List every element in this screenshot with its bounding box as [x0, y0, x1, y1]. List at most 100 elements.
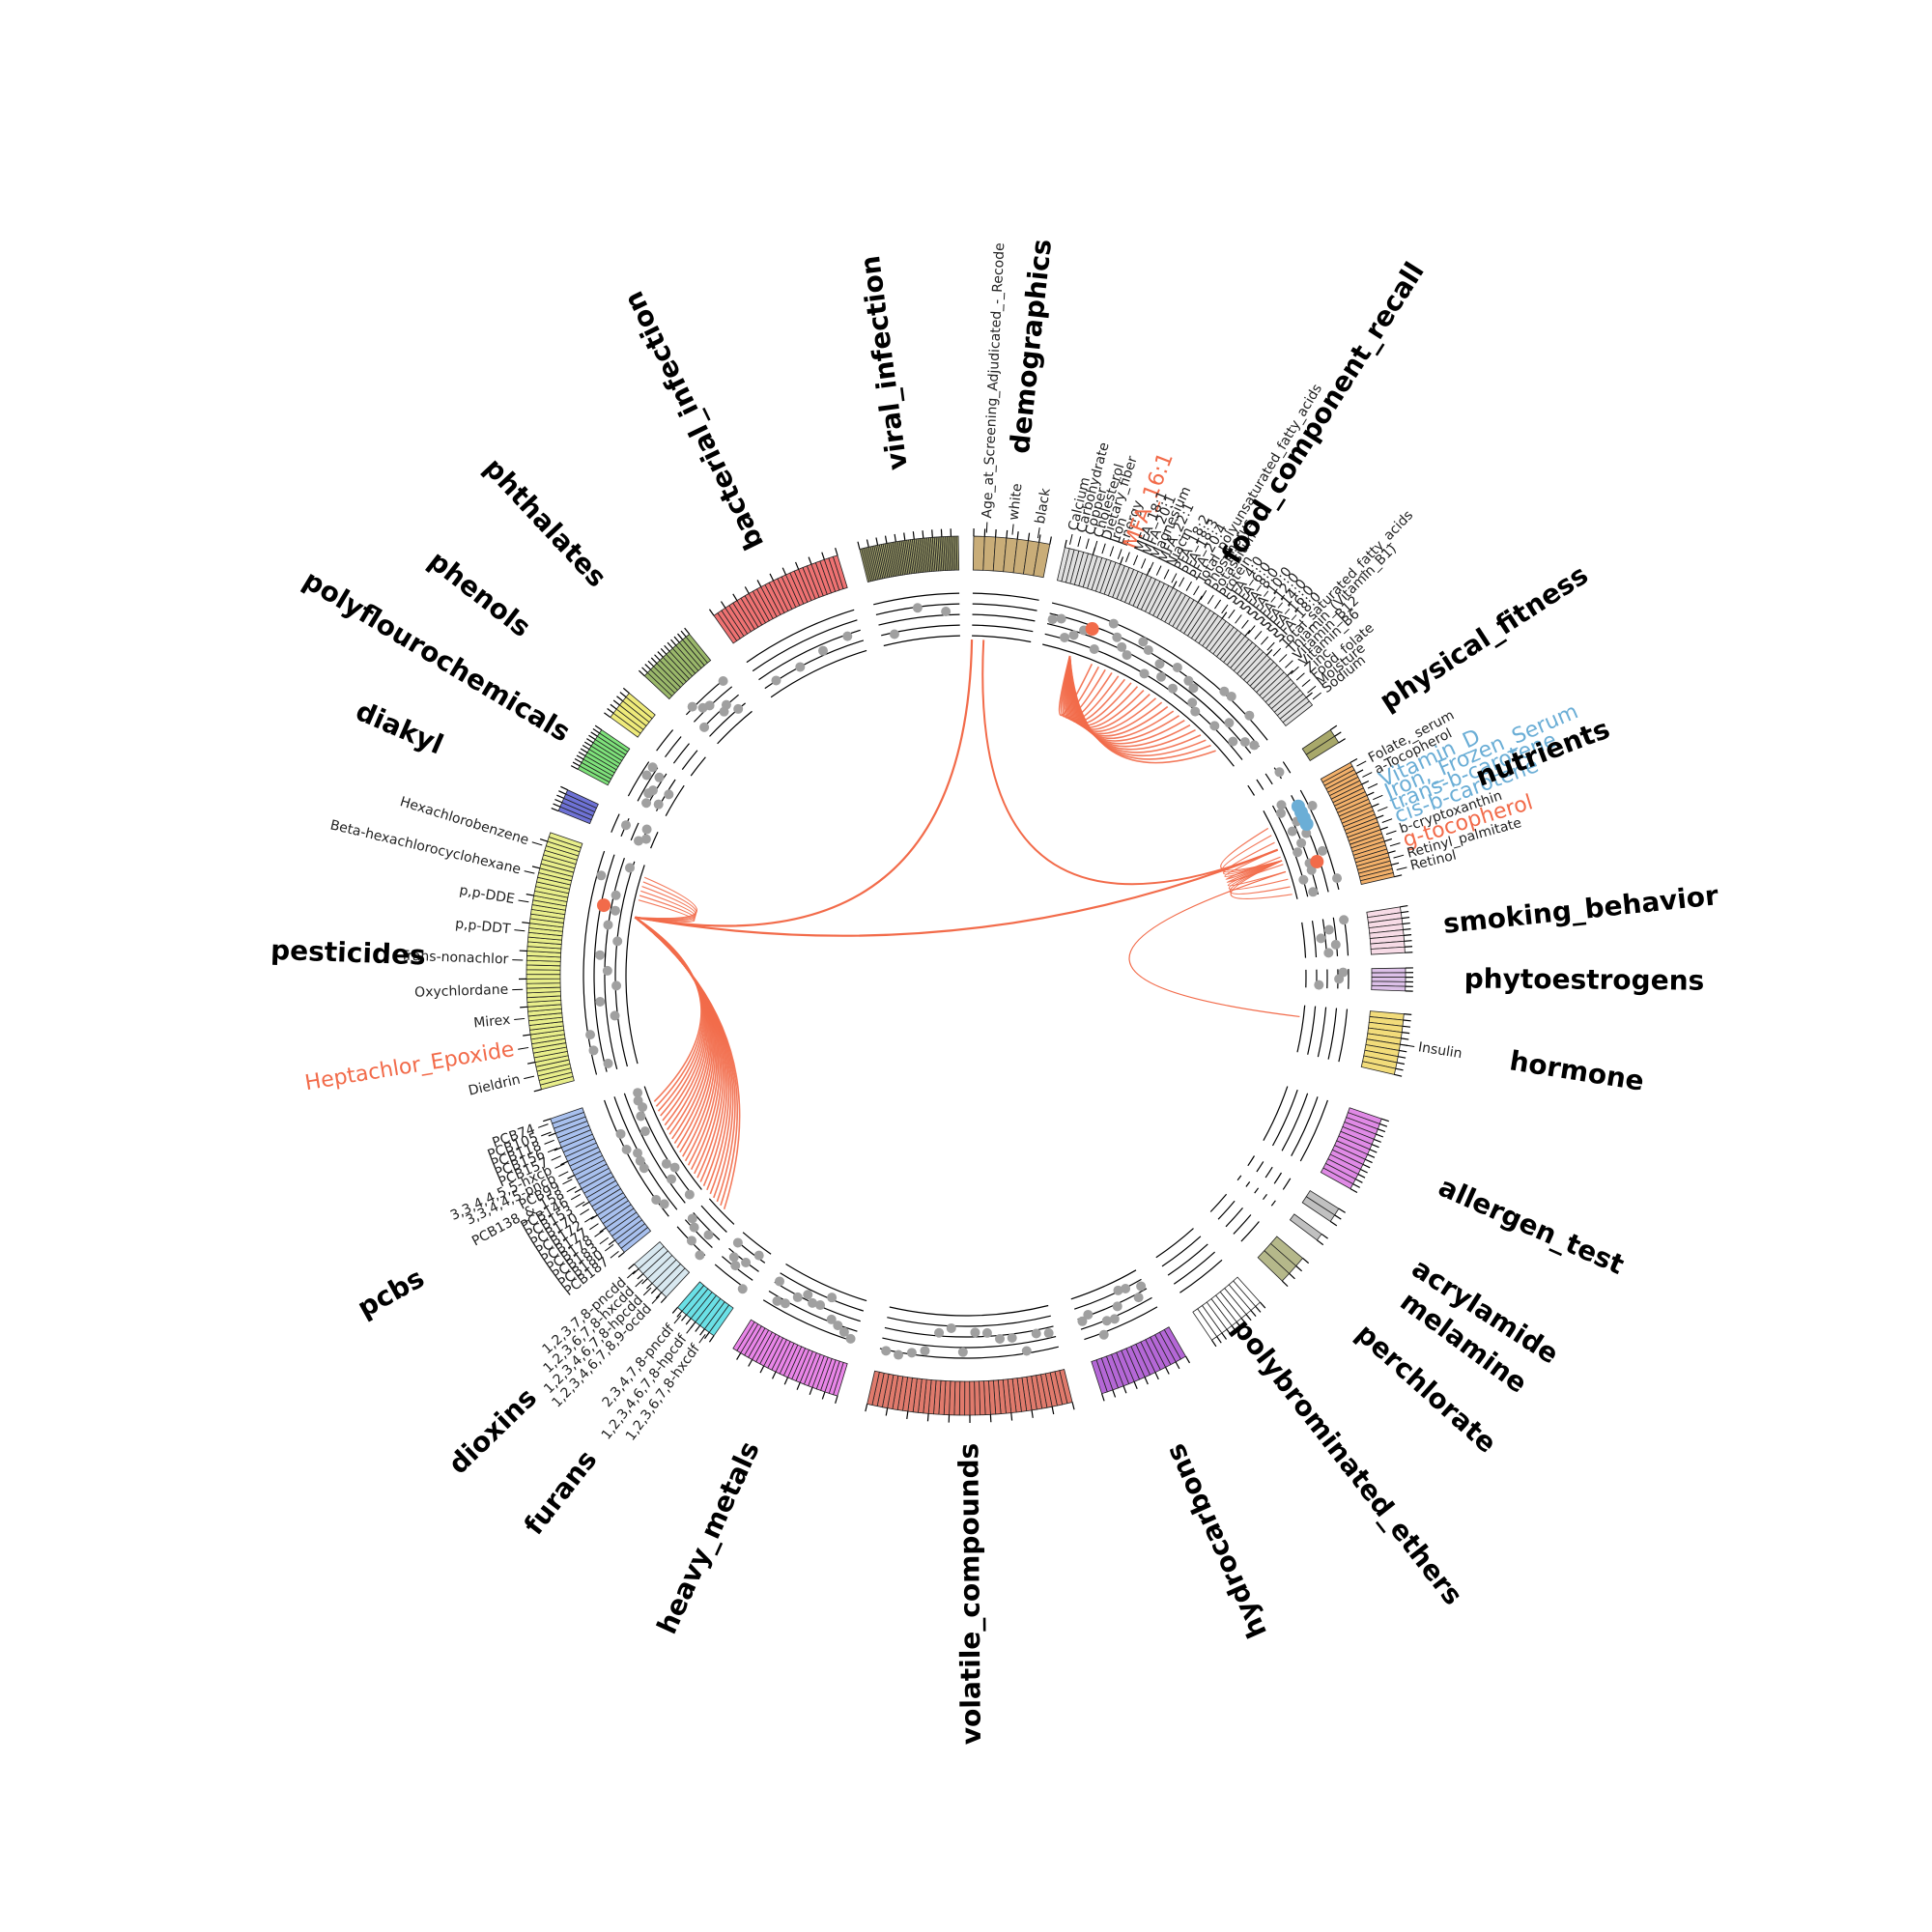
label-leader [1171, 573, 1178, 583]
variable-label: Dieldrin [467, 1072, 522, 1099]
axis-ring [884, 1325, 1054, 1338]
axis-ring [1254, 1187, 1260, 1194]
label-leader [518, 899, 529, 903]
association-dot [1301, 828, 1312, 838]
axis-tick [660, 647, 668, 655]
variable-cell [550, 1107, 585, 1124]
association-dot [667, 1174, 677, 1184]
axis-ring [1263, 810, 1298, 899]
association-dot [1187, 697, 1198, 708]
label-leader [1396, 867, 1407, 870]
label-leader [1285, 660, 1293, 668]
axis-tick [748, 1359, 753, 1367]
axis-tick [1244, 629, 1251, 637]
variable-label: Insulin [1417, 1039, 1463, 1062]
association-dot [838, 1326, 849, 1337]
association-link [1230, 860, 1293, 899]
association-dot [641, 824, 652, 835]
association-dot [639, 1163, 649, 1174]
association-dot [1112, 632, 1122, 642]
axis-ring [873, 592, 960, 606]
axis-tick [599, 1227, 607, 1234]
association-dot [610, 1010, 620, 1021]
axis-tick [756, 580, 762, 587]
axis-ring [643, 1086, 702, 1190]
axis-ring [1042, 643, 1235, 767]
association-dot [795, 662, 806, 672]
axis-tick [1221, 1332, 1228, 1340]
label-leader [524, 1075, 535, 1080]
axis-tick [1197, 595, 1203, 603]
label-leader [514, 1017, 526, 1020]
label-leader [627, 1270, 636, 1279]
axis-ring [1217, 1200, 1236, 1220]
association-dot [1136, 1281, 1147, 1292]
axis-tick [1154, 1372, 1159, 1380]
association-dot [633, 1088, 643, 1098]
axis-tick [926, 1413, 929, 1422]
axis-tick [835, 1395, 838, 1404]
label-leader [1404, 1044, 1415, 1048]
axis-ring [1233, 1214, 1252, 1235]
axis-tick [1361, 780, 1370, 785]
association-dot [1314, 980, 1324, 990]
association-dot [792, 1292, 803, 1302]
association-dot [603, 920, 613, 930]
axis-tick [1049, 536, 1052, 545]
association-dot [737, 1284, 748, 1294]
variable-cell [548, 832, 583, 848]
axis-tick [1355, 1179, 1363, 1183]
axis-tick [1334, 731, 1342, 737]
axis-tick [523, 1034, 531, 1037]
axis-tick [583, 741, 592, 747]
axis-tick [567, 1175, 575, 1179]
axis-ring [1240, 1221, 1260, 1242]
axis-tick [616, 696, 624, 702]
axis-tick [578, 751, 586, 757]
association-dot [1228, 736, 1238, 747]
sector-hydrocarbons [1070, 1269, 1191, 1402]
label-leader [686, 1324, 694, 1334]
label-leader [1385, 830, 1397, 836]
axis-tick [1376, 1133, 1384, 1138]
association-link [1068, 655, 1216, 764]
variable-cell [732, 1319, 755, 1351]
label-leader [1207, 594, 1214, 605]
association-dot [1168, 683, 1179, 694]
highlight-dot [1085, 622, 1099, 637]
axis-tick [657, 651, 664, 658]
sector-smoking-behavior [1301, 904, 1413, 958]
axis-tick [685, 1318, 692, 1325]
axis-ring [681, 750, 698, 770]
association-dot [721, 699, 731, 710]
association-dot [1117, 641, 1127, 652]
association-dot [695, 1250, 705, 1261]
axis-tick [582, 1201, 590, 1207]
axis-tick [664, 644, 670, 652]
label-leader [1155, 565, 1162, 576]
axis-tick [821, 1391, 826, 1400]
association-dot [653, 799, 664, 810]
variable-label: white [1007, 483, 1026, 522]
association-dot [818, 645, 829, 656]
category-label-allergen-test: allergen_test [1434, 1171, 1629, 1281]
variable-cell [1371, 972, 1406, 978]
association-dot [633, 1148, 643, 1158]
axis-ring [770, 649, 867, 698]
axis-tick [759, 1365, 765, 1374]
axis-tick [533, 1089, 542, 1093]
association-dot [1121, 1283, 1131, 1293]
association-dot [1308, 887, 1319, 897]
axis-ring [1044, 633, 1243, 760]
association-dot [603, 1058, 613, 1068]
axis-tick [1398, 1056, 1406, 1059]
axis-tick [548, 1132, 556, 1137]
axis-ring [1301, 922, 1307, 958]
axis-tick [1302, 1258, 1310, 1264]
axis-ring [684, 1219, 713, 1249]
label-leader [1163, 569, 1170, 580]
axis-tick [781, 567, 787, 576]
axis-ring [1271, 1090, 1298, 1147]
variable-cell [676, 1281, 705, 1312]
association-dot [1332, 873, 1343, 884]
